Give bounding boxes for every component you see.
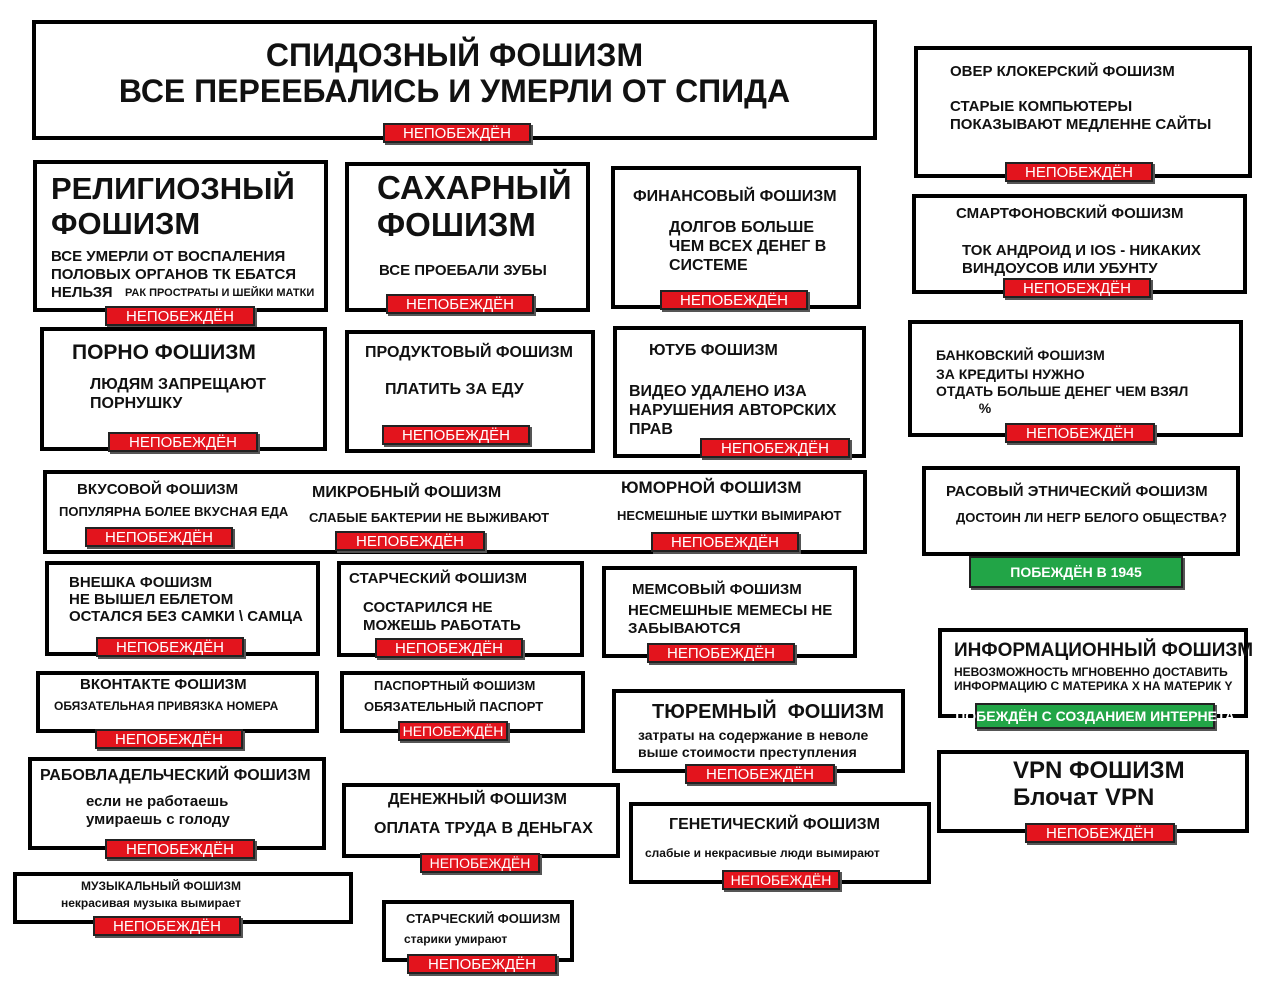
box-title: ПРОДУКТОВЫЙ ФОШИЗМ — [365, 344, 573, 361]
fascism-box: СПИДОЗНЫЙ ФОШИЗМ ВСЕ ПЕРЕЕБАЛИСЬ И УМЕРЛ… — [32, 20, 877, 140]
box-title: РАБОВЛАДЕЛЬЧЕСКИЙ ФОШИЗМ — [40, 767, 311, 784]
box-description: ОПЛАТА ТРУДА В ДЕНЬГАХ — [374, 820, 593, 837]
undefeated-badge: НЕПОБЕЖДЁН — [375, 638, 523, 658]
fascism-box: ПОРНО ФОШИЗМ ЛЮДЯМ ЗАПРЕЩАЮТ ПОРНУШКУ — [40, 327, 327, 451]
box-title: СМАРТФОНОВСКИЙ ФОШИЗМ — [956, 205, 1184, 222]
fascism-box: ОВЕР КЛОКЕРСКИЙ ФОШИЗМ СТАРЫЕ КОМПЬЮТЕРЫ … — [914, 46, 1252, 178]
box-title: РЕЛИГИОЗНЫЙ ФОШИЗМ — [51, 171, 295, 241]
box-description: ВИДЕО УДАЛЕНО ИЗА НАРУШЕНИЯ АВТОРСКИХ ПР… — [629, 383, 837, 439]
box-description: старики умирают — [404, 932, 508, 946]
box-description: слабые и некрасивые люди вымирают — [645, 846, 880, 860]
box-description: ЗА КРЕДИТЫ НУЖНО ОТДАТЬ БОЛЬШЕ ДЕНЕГ ЧЕМ… — [936, 366, 1189, 416]
undefeated-badge: НЕПОБЕЖДЁН — [1005, 423, 1155, 443]
undefeated-badge: НЕПОБЕЖДЁН — [647, 643, 795, 663]
undefeated-badge: НЕПОБЕЖДЁН — [105, 306, 255, 326]
fascism-box: ВНЕШКА ФОШИЗМ НЕ ВЫШЕЛ ЕБЛЕТОМ ОСТАЛСЯ Б… — [45, 561, 320, 656]
fascism-box: ФИНАНСОВЫЙ ФОШИЗМ ДОЛГОВ БОЛЬШЕ ЧЕМ ВСЕХ … — [611, 166, 861, 309]
box-description: ВСЕ ПРОЕБАЛИ ЗУБЫ — [379, 262, 547, 279]
box-description: НЕВОЗМОЖНОСТЬ МГНОВЕННО ДОСТАВИТЬ ИНФОРМ… — [954, 665, 1233, 694]
box-title: ОВЕР КЛОКЕРСКИЙ ФОШИЗМ — [950, 63, 1175, 80]
box-description: НЕСМЕШНЫЕ МЕМЕСЫ НЕ ЗАБЫВАЮТСЯ — [628, 602, 833, 637]
undefeated-badge: НЕПОБЕЖДЁН — [420, 853, 540, 873]
box-description: СОСТАРИЛСЯ НЕ МОЖЕШЬ РАБОТАТЬ — [363, 599, 521, 634]
undefeated-badge: НЕПОБЕЖДЁН — [96, 637, 244, 657]
undefeated-badge: НЕПОБЕЖДЁН — [382, 425, 530, 445]
box-description: СЛАБЫЕ БАКТЕРИИ НЕ ВЫЖИВАЮТ — [309, 510, 550, 525]
undefeated-badge: НЕПОБЕЖДЁН — [407, 954, 557, 974]
box-description: СТАРЫЕ КОМПЬЮТЕРЫ ПОКАЗЫВАЮТ МЕДЛЕННЕ СА… — [950, 98, 1212, 133]
box-description: ПЛАТИТЬ ЗА ЕДУ — [385, 381, 524, 398]
fascism-box: РАСОВЫЙ ЭТНИЧЕСКИЙ ФОШИЗМ ДОСТОИН ЛИ НЕГР… — [922, 466, 1240, 556]
box-title: ВКУСОВОЙ ФОШИЗМ — [77, 481, 239, 498]
box-description: ЛЮДЯМ ЗАПРЕЩАЮТ ПОРНУШКУ — [90, 376, 266, 413]
box-note: РАК ПРОСТРАТЫ И ШЕЙКИ МАТКИ — [125, 287, 315, 299]
box-description: затраты на содержание в неволе выше стои… — [638, 727, 869, 760]
box-description: НЕСМЕШНЫЕ ШУТКИ ВЫМИРАЮТ — [617, 508, 842, 523]
fascism-box: РАБОВЛАДЕЛЬЧЕСКИЙ ФОШИЗМ если не работаеш… — [28, 757, 326, 850]
fascism-box: СТАРЧЕСКИЙ ФОШИЗМ старики умирают — [382, 900, 574, 962]
undefeated-badge: НЕПОБЕЖДЁН — [398, 721, 508, 741]
undefeated-badge: НЕПОБЕЖДЁН — [1003, 278, 1151, 298]
box-title: СПИДОЗНЫЙ ФОШИЗМ ВСЕ ПЕРЕЕБАЛИСЬ И УМЕРЛ… — [118, 37, 791, 109]
box-description: ПОПУЛЯРНА БОЛЕЕ ВКУСНАЯ ЕДА — [59, 504, 289, 519]
box-title: ВКОНТАКТЕ ФОШИЗМ — [80, 676, 247, 693]
undefeated-badge: НЕПОБЕЖДЁН — [700, 438, 850, 458]
fascism-box: ТЮРЕМНЫЙ ФОШИЗМ затраты на содержание в н… — [612, 689, 905, 773]
box-title: ИНФОРМАЦИОННЫЙ ФОШИЗМ — [954, 640, 1254, 661]
undefeated-badge: НЕПОБЕЖДЁН — [660, 290, 808, 310]
box-title: МИКРОБНЫЙ ФОШИЗМ — [312, 484, 502, 501]
box-title: РАСОВЫЙ ЭТНИЧЕСКИЙ ФОШИЗМ — [946, 483, 1208, 500]
undefeated-badge: НЕПОБЕЖДЁН — [1025, 823, 1175, 843]
box-title: ЮТУБ ФОШИЗМ — [649, 342, 778, 359]
undefeated-badge: НЕПОБЕЖДЁН — [685, 764, 835, 784]
undefeated-badge: НЕПОБЕЖДЁН — [95, 729, 243, 749]
box-title: СТАРЧЕСКИЙ ФОШИЗМ — [349, 570, 527, 587]
box-title: ВНЕШКА ФОШИЗМ НЕ ВЫШЕЛ ЕБЛЕТОМ ОСТАЛСЯ Б… — [69, 574, 303, 625]
fascism-box: МЕМСОВЫЙ ФОШИЗМ НЕСМЕШНЫЕ МЕМЕСЫ НЕ ЗАБЫВ… — [602, 566, 857, 658]
box-title: ДЕНЕЖНЫЙ ФОШИЗМ — [388, 791, 567, 808]
undefeated-badge: НЕПОБЕЖДЁН — [1005, 162, 1153, 182]
undefeated-badge: НЕПОБЕЖДЁН — [85, 527, 233, 547]
defeated-badge: ПОБЕЖДЁН В 1945 — [969, 556, 1183, 588]
fascism-box: БАНКОВСКИЙ ФОШИЗМ ЗА КРЕДИТЫ НУЖНО ОТДАТЬ… — [908, 320, 1243, 437]
undefeated-badge: НЕПОБЕЖДЁН — [93, 916, 241, 936]
box-title: СТАРЧЕСКИЙ ФОШИЗМ — [406, 911, 561, 926]
box-title: ФИНАНСОВЫЙ ФОШИЗМ — [633, 188, 837, 205]
box-title: БАНКОВСКИЙ ФОШИЗМ — [936, 347, 1105, 363]
undefeated-badge: НЕПОБЕЖДЁН — [335, 531, 485, 551]
undefeated-badge: НЕПОБЕЖДЁН — [722, 870, 840, 890]
fascism-box: САХАРНЫЙ ФОШИЗМ ВСЕ ПРОЕБАЛИ ЗУБЫ — [345, 162, 590, 312]
undefeated-badge: НЕПОБЕЖДЁН — [383, 123, 531, 143]
box-title: ПАСПОРТНЫЙ ФОШИЗМ — [374, 678, 536, 693]
box-description: ДОСТОИН ЛИ НЕГР БЕЛОГО ОБЩЕСТВА? — [956, 510, 1227, 525]
box-description: если не работаешь умираешь с голоду — [86, 793, 230, 828]
box-title: ГЕНЕТИЧЕСКИЙ ФОШИЗМ — [669, 816, 880, 833]
box-title: МЕМСОВЫЙ ФОШИЗМ — [632, 581, 802, 598]
box-title: САХАРНЫЙ ФОШИЗМ — [377, 169, 572, 243]
box-description: ДОЛГОВ БОЛЬШЕ ЧЕМ ВСЕХ ДЕНЕГ В СИСТЕМЕ — [669, 219, 827, 275]
undefeated-badge: НЕПОБЕЖДЁН — [105, 839, 255, 859]
fascism-box: ВКОНТАКТЕ ФОШИЗМ ОБЯЗАТЕЛЬНАЯ ПРИВЯЗКА НО… — [36, 671, 319, 733]
box-title: ТЮРЕМНЫЙ ФОШИЗМ — [652, 701, 884, 723]
box-description: ОБЯЗАТЕЛЬНАЯ ПРИВЯЗКА НОМЕРА — [54, 699, 279, 713]
fascism-box: ДЕНЕЖНЫЙ ФОШИЗМ ОПЛАТА ТРУДА В ДЕНЬГАХ — [342, 783, 620, 858]
box-title: VPN ФОШИЗМ Блочат VPN — [1013, 757, 1185, 811]
fascism-box: СМАРТФОНОВСКИЙ ФОШИЗМ ТОК АНДРОИД И IOS -… — [912, 194, 1247, 294]
box-title: ПОРНО ФОШИЗМ — [72, 341, 256, 364]
defeated-badge: ПОБЕЖДЁН С СОЗДАНИЕМ ИНТЕРНЕТА — [955, 703, 1235, 729]
box-description: некрасивая музыка вымирает — [61, 896, 241, 910]
fascism-box: VPN ФОШИЗМ Блочат VPN — [937, 750, 1249, 833]
undefeated-badge: НЕПОБЕЖДЁН — [651, 532, 799, 552]
box-title: ЮМОРНОЙ ФОШИЗМ — [621, 478, 802, 497]
box-description: ВСЕ УМЕРЛИ ОТ ВОСПАЛЕНИЯ ПОЛОВЫХ ОРГАНОВ… — [51, 248, 297, 301]
box-description: ТОК АНДРОИД И IOS - НИКАКИХ ВИНДОУСОВ ИЛ… — [962, 242, 1201, 277]
undefeated-badge: НЕПОБЕЖДЁН — [108, 432, 258, 452]
box-description: ОБЯЗАТЕЛЬНЫЙ ПАСПОРТ — [364, 699, 544, 714]
fascism-box: РЕЛИГИОЗНЫЙ ФОШИЗМ ВСЕ УМЕРЛИ ОТ ВОСПАЛЕН… — [33, 160, 328, 312]
box-title: МУЗЫКАЛЬНЫЙ ФОШИЗМ — [81, 879, 242, 893]
fascism-box: МУЗЫКАЛЬНЫЙ ФОШИЗМ некрасивая музыка выми… — [13, 872, 353, 924]
undefeated-badge: НЕПОБЕЖДЁН — [386, 294, 534, 314]
